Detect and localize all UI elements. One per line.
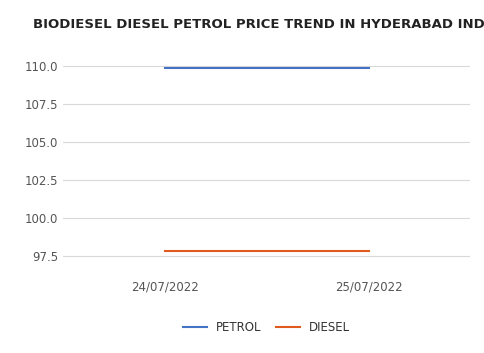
- PETROL: [162, 66, 167, 70]
- DIESEL: [365, 249, 371, 253]
- DIESEL: [162, 249, 167, 253]
- Legend: PETROL, DIESEL: PETROL, DIESEL: [178, 317, 354, 339]
- Title: BIODIESEL DIESEL PETROL PRICE TREND IN HYDERABAD INDIA: BIODIESEL DIESEL PETROL PRICE TREND IN H…: [33, 18, 484, 31]
- PETROL: [365, 66, 371, 70]
